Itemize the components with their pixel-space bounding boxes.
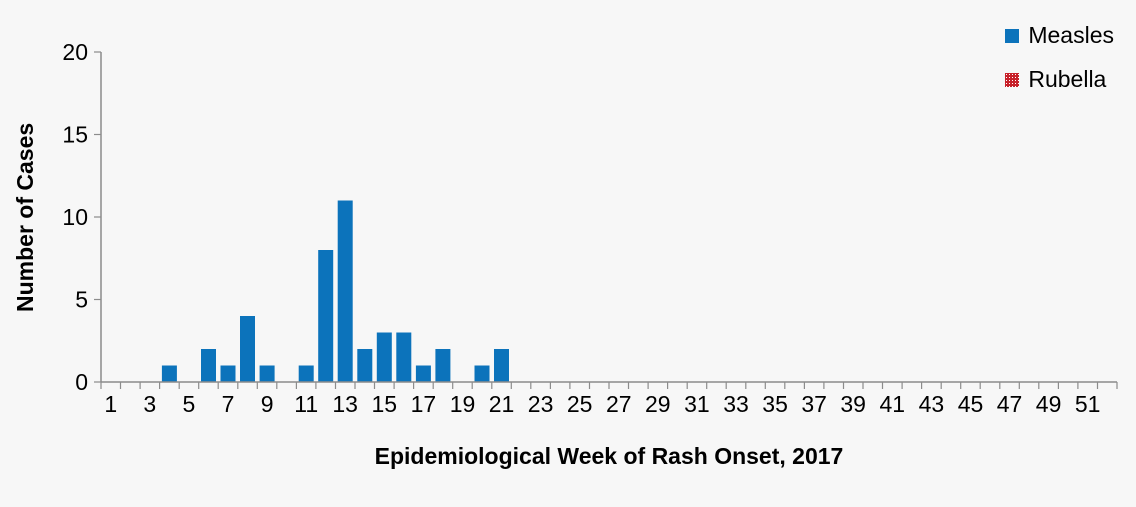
x-tick-label: 3: [143, 391, 156, 417]
bar-measles-week-7: [220, 365, 236, 382]
legend-item-measles: Measles: [1005, 22, 1114, 49]
x-tick-label: 39: [840, 391, 866, 417]
x-tick-label: 29: [645, 391, 671, 417]
x-tick-label: 31: [684, 391, 710, 417]
x-tick-label: 9: [261, 391, 274, 417]
bar-measles-week-18: [435, 349, 451, 382]
x-tick-label: 41: [880, 391, 906, 417]
y-tick-label: 10: [62, 204, 88, 230]
x-tick-label: 19: [450, 391, 476, 417]
x-tick-label: 45: [958, 391, 984, 417]
x-tick-label: 33: [723, 391, 749, 417]
bar-measles-week-15: [376, 332, 392, 382]
legend-label-measles: Measles: [1028, 22, 1114, 48]
bar-measles-week-12: [318, 250, 334, 382]
bar-measles-week-17: [415, 365, 431, 382]
legend-label-rubella: Rubella: [1028, 66, 1107, 92]
y-tick-label: 15: [62, 122, 88, 148]
legend-item-rubella: Rubella: [1005, 66, 1114, 93]
bar-measles-week-8: [240, 316, 255, 382]
x-tick-label: 47: [997, 391, 1023, 417]
x-tick-label: 1: [104, 391, 117, 417]
bar-measles-week-9: [259, 365, 275, 382]
bar-measles-week-16: [396, 332, 412, 382]
bar-measles-week-6: [201, 349, 216, 382]
x-tick-label: 7: [222, 391, 235, 417]
bar-measles-week-21: [494, 349, 509, 382]
x-tick-label: 43: [919, 391, 945, 417]
bar-measles-week-11: [298, 365, 314, 382]
bar-measles-week-20: [474, 365, 490, 382]
y-tick-label: 20: [62, 39, 88, 65]
x-tick-label: 5: [183, 391, 196, 417]
x-tick-label: 37: [801, 391, 827, 417]
x-tick-label: 15: [372, 391, 398, 417]
x-tick-label: 51: [1075, 391, 1101, 417]
bar-measles-week-4: [161, 365, 177, 382]
bar-measles-week-13: [337, 200, 353, 382]
rubella-swatch-icon: [1005, 72, 1020, 87]
x-tick-label: 11: [294, 391, 318, 417]
x-tick-label: 35: [762, 391, 788, 417]
x-tick-label: 13: [332, 391, 358, 417]
x-tick-label: 17: [411, 391, 437, 417]
y-tick-label: 0: [75, 369, 88, 395]
x-tick-label: 49: [1036, 391, 1062, 417]
x-tick-label: 21: [489, 391, 515, 417]
y-tick-label: 5: [75, 287, 88, 313]
measles-swatch-icon: [1005, 28, 1020, 43]
bar-measles-week-14: [357, 349, 373, 382]
x-tick-label: 25: [567, 391, 593, 417]
x-axis-title: Epidemiological Week of Rash Onset, 2017: [374, 443, 844, 469]
x-tick-label: 27: [606, 391, 632, 417]
legend: Measles Rubella: [1005, 22, 1114, 93]
x-tick-label: 23: [528, 391, 554, 417]
